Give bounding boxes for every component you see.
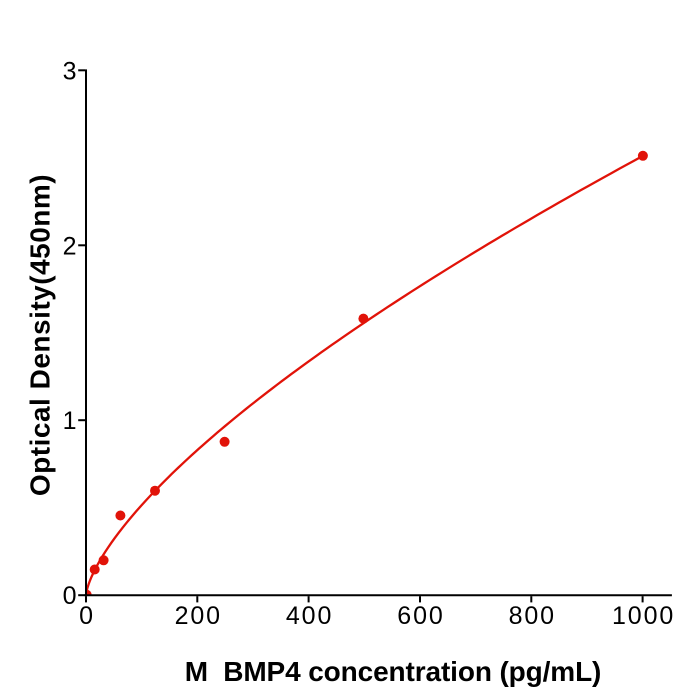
- svg-text:1000: 1000: [612, 602, 675, 630]
- svg-text:3: 3: [63, 57, 77, 85]
- svg-text:400: 400: [286, 602, 333, 630]
- svg-text:M BMP4 concentration (pg/mL): M BMP4 concentration (pg/mL): [185, 656, 602, 687]
- svg-text:600: 600: [397, 602, 444, 630]
- svg-text:800: 800: [509, 602, 556, 630]
- svg-text:Optical Density(450nm): Optical Density(450nm): [24, 174, 55, 496]
- svg-text:0: 0: [63, 582, 77, 610]
- svg-text:0: 0: [79, 602, 95, 630]
- svg-text:2: 2: [63, 232, 77, 260]
- svg-text:1: 1: [63, 407, 77, 435]
- svg-text:200: 200: [175, 602, 222, 630]
